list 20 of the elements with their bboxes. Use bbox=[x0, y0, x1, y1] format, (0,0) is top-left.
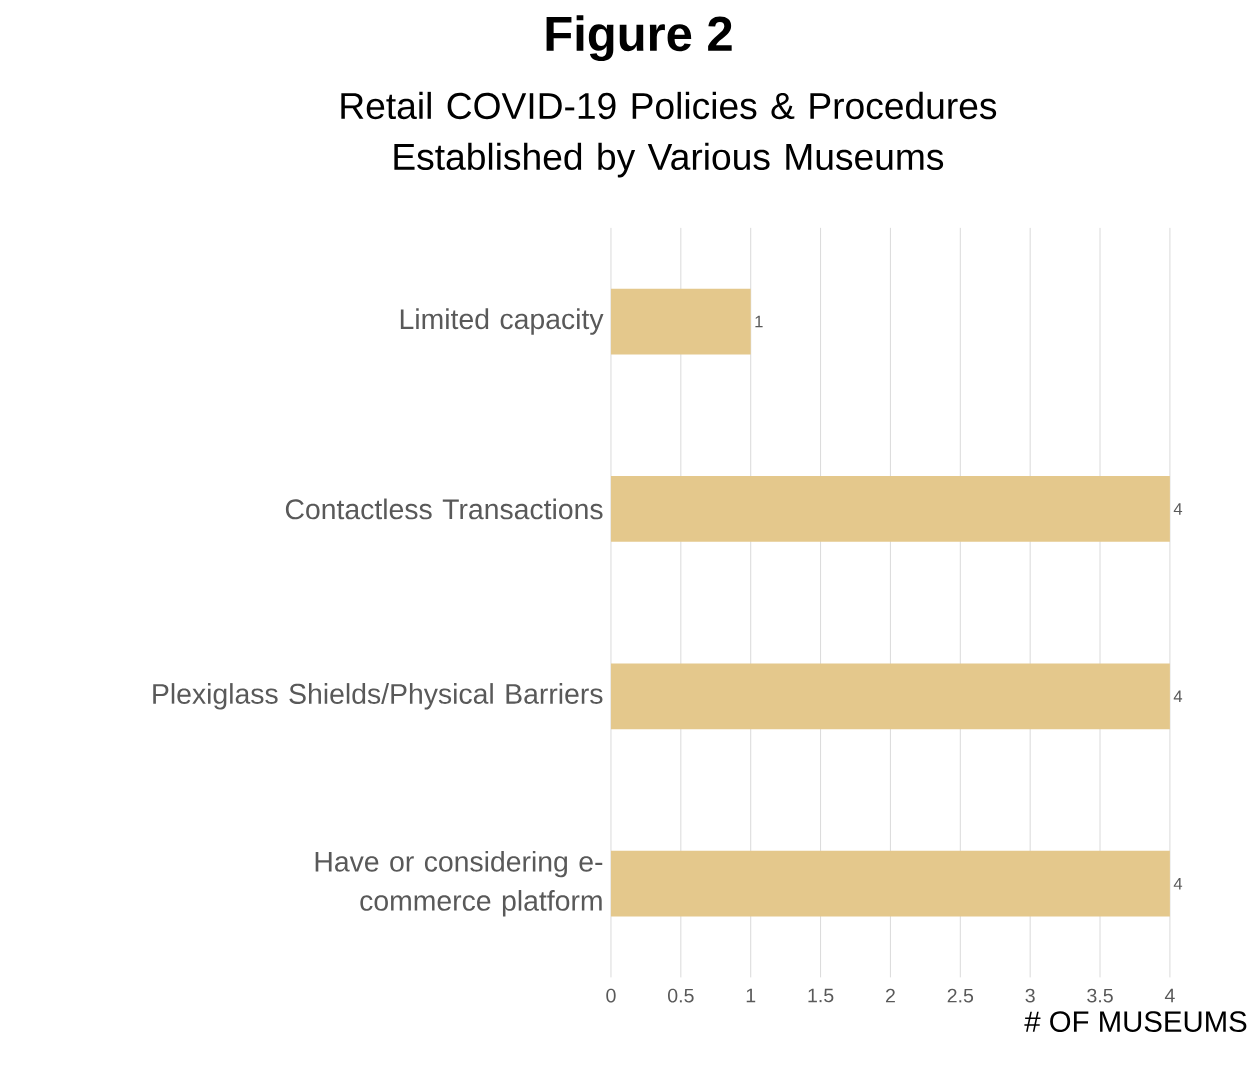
data-label: 1 bbox=[755, 316, 763, 328]
chart-title: Figure 2 bbox=[546, 15, 732, 62]
x-tick-label: 1.5 bbox=[808, 988, 834, 1003]
x-tick-label: 3 bbox=[1025, 988, 1035, 1003]
y-tick-label: Have or considering e-commerce platform bbox=[315, 851, 603, 917]
x-tick-label: 4 bbox=[1164, 988, 1175, 1003]
x-tick-label: 0 bbox=[606, 988, 616, 1003]
x-tick-label: 1 bbox=[746, 988, 756, 1003]
data-label: 4 bbox=[1173, 690, 1183, 703]
data-label: 4 bbox=[1173, 503, 1183, 515]
x-tick-label: 0.5 bbox=[668, 988, 694, 1003]
x-tick-label: 2.5 bbox=[947, 988, 974, 1003]
y-tick-label: Plexiglass Shields/Physical Barriers bbox=[153, 683, 603, 710]
y-tick-label: Contactless Transactions bbox=[285, 498, 603, 520]
x-tick-label: 2 bbox=[885, 988, 895, 1003]
x-tick-label: 3.5 bbox=[1087, 988, 1113, 1003]
x-axis-title: # OF MUSEUMS bbox=[1024, 1011, 1247, 1033]
y-tick-label: Limited capacity bbox=[400, 308, 604, 335]
data-label: 4 bbox=[1173, 878, 1183, 890]
chart-subtitle: Retail COVID-19 Policies & Procedures Established by Various Museums bbox=[341, 92, 997, 178]
